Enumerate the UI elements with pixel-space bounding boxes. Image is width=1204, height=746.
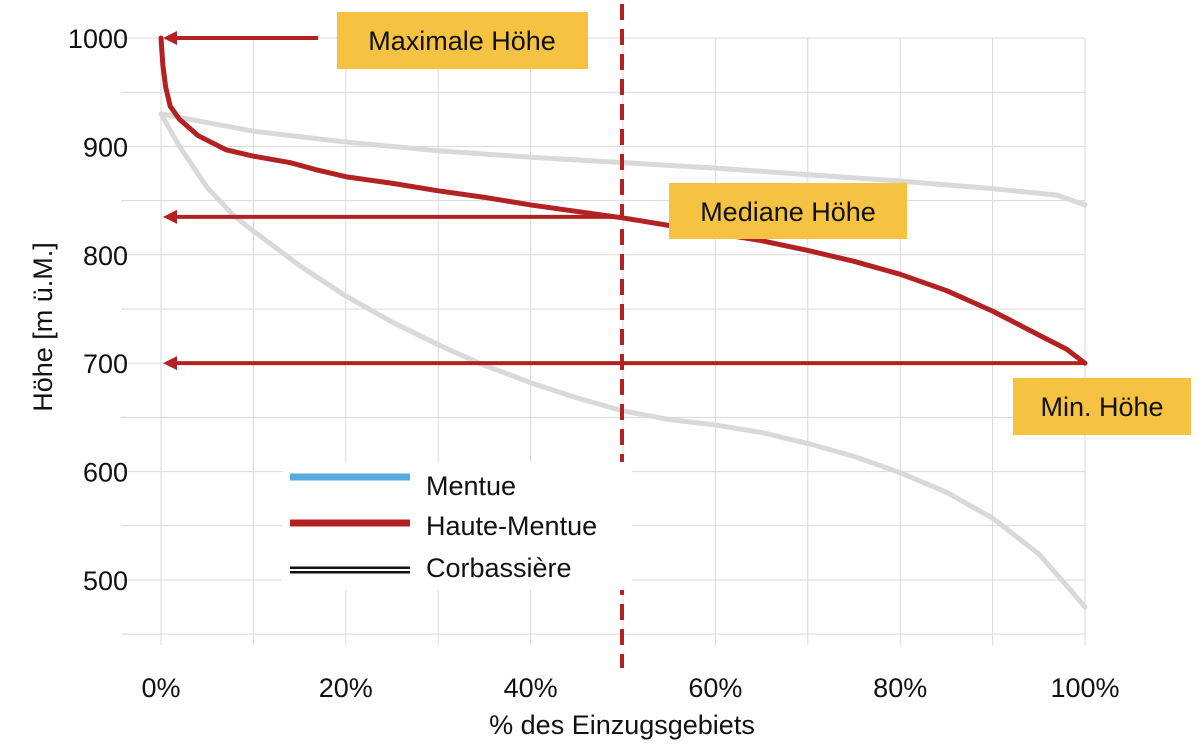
annotation-max-height: Maximale Höhe [368,26,556,56]
annotation-arrow-head [163,356,177,371]
x-tick-label: 40% [504,673,558,703]
y-tick-label: 900 [83,132,128,162]
x-tick-label: 20% [319,673,373,703]
y-tick-label: 700 [83,349,128,379]
x-tick-label: 100% [1050,673,1119,703]
series-line-corbassi-re [158,111,1088,610]
legend-label-haute-mentue: Haute-Mentue [426,511,597,541]
x-tick-label: 80% [873,673,927,703]
legend-label-corbassiere: Corbassière [426,553,572,583]
series-line-haute-mentue [158,35,1088,366]
annotation-median-height: Mediane Höhe [700,197,876,227]
legend: Mentue Haute-Mentue Corbassière [282,462,632,590]
annotation-arrow-head [163,31,177,45]
legend-label-mentue: Mentue [426,471,516,501]
y-tick-label: 800 [83,241,128,271]
annotation-arrow-head [163,209,177,224]
y-axis-title: Höhe [m ü.M.] [28,242,58,412]
x-tick-label: 60% [688,673,742,703]
annotation-box-median [669,183,907,239]
annotation-min-height: Min. Höhe [1040,392,1163,422]
annotation-box-max [337,12,588,69]
arrow-layer [163,31,1085,371]
annotation-boxes: Maximale Höhe Mediane Höhe Min. Höhe [337,12,1191,435]
x-tick-label: 0% [141,673,180,703]
tick-layer: 0% 20% 40% 60% 80% 100% 500 600 700 800 900 1000 [68,24,1120,703]
annotation-box-min [1013,378,1191,435]
x-axis-title: % des Einzugsgebiets [489,710,755,740]
y-tick-label: 600 [83,458,128,488]
y-tick-label: 500 [83,566,128,596]
y-tick-label: 1000 [68,24,128,54]
